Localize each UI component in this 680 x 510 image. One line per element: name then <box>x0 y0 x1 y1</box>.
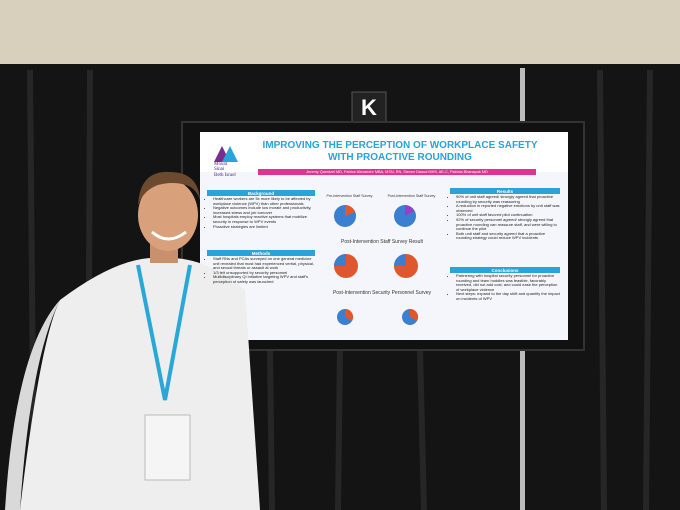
bullet-list: Healthcare workers are 5x more likely to… <box>207 196 315 230</box>
chart-title: Post-Intervention Staff Survey <box>387 194 436 198</box>
bullet-list: Staff RNs and PCAs surveyed on one gener… <box>207 256 315 285</box>
poster-authors: Jeremy Quentzel MD, Patrice Alexandre MB… <box>258 169 536 175</box>
pies <box>334 205 419 325</box>
logo-line: Sinai <box>214 167 225 173</box>
bullet-list: 90% of unit staff agreed/ strongly agree… <box>450 194 560 241</box>
sign-plate <box>351 91 387 123</box>
bullet: Multidisciplinary QI initiative targetin… <box>213 275 315 284</box>
bullet: 90% of unit staff agreed/ strongly agree… <box>456 194 560 204</box>
logo: Mount Sinai Beth Israel <box>214 162 236 178</box>
person <box>5 171 260 510</box>
wall <box>0 0 680 70</box>
poster-header <box>200 132 568 172</box>
bullet: Both unit staff and security agreed that… <box>456 231 560 241</box>
bullet: Staff RNs and PCAs surveyed on one gener… <box>213 256 315 271</box>
bullet: Next steps: expand to the day shift and … <box>456 292 560 301</box>
methods-section: Methods Staff RNs and PCAs surveyed on o… <box>207 250 315 285</box>
bullet-list: Partnering with hospital security person… <box>450 273 560 302</box>
poster-title: IMPROVING THE PERCEPTION OF WORKPLACE SA… <box>262 140 538 163</box>
chart-title: Post-Intervention Staff Survey Result <box>341 239 423 245</box>
results-section: Results 90% of unit staff agreed/ strong… <box>450 188 560 241</box>
section-heading: Methods <box>207 250 315 256</box>
section-heading: Conclusions <box>450 267 560 273</box>
logo-mark <box>222 146 238 162</box>
bullet: Partnering with hospital security person… <box>456 273 560 292</box>
bullet: Most hospitals employ reactive systems t… <box>213 215 315 224</box>
bullet: A reduction in reported negative emotion… <box>456 203 560 213</box>
conclusions-section: Conclusions Partnering with hospital sec… <box>450 267 560 302</box>
chart-title: Pre-intervention Staff Survey <box>326 194 373 198</box>
logo-line: Beth Israel <box>214 172 236 178</box>
bullet: 1/3 felt unsupported by security personn… <box>213 270 315 276</box>
bullet: Healthcare workers are 5x more likely to… <box>213 196 315 206</box>
chart-title: Post-Intervention Security Personnel Sur… <box>332 290 432 296</box>
section-heading: Background <box>207 190 315 196</box>
background-section: Background Healthcare workers are 5x mor… <box>207 190 315 229</box>
bullet: 92% of security personnel agreed/ strong… <box>456 217 560 232</box>
sign-letter: K <box>361 95 377 120</box>
logo-line: Mount <box>214 162 228 167</box>
bullet: Negative outcomes include low morale and… <box>213 205 315 215</box>
section-heading: Results <box>450 188 560 194</box>
bullet: Proactive strategies are limited <box>213 224 315 230</box>
bullet: 100% of unit staff favored pilot continu… <box>456 213 560 218</box>
